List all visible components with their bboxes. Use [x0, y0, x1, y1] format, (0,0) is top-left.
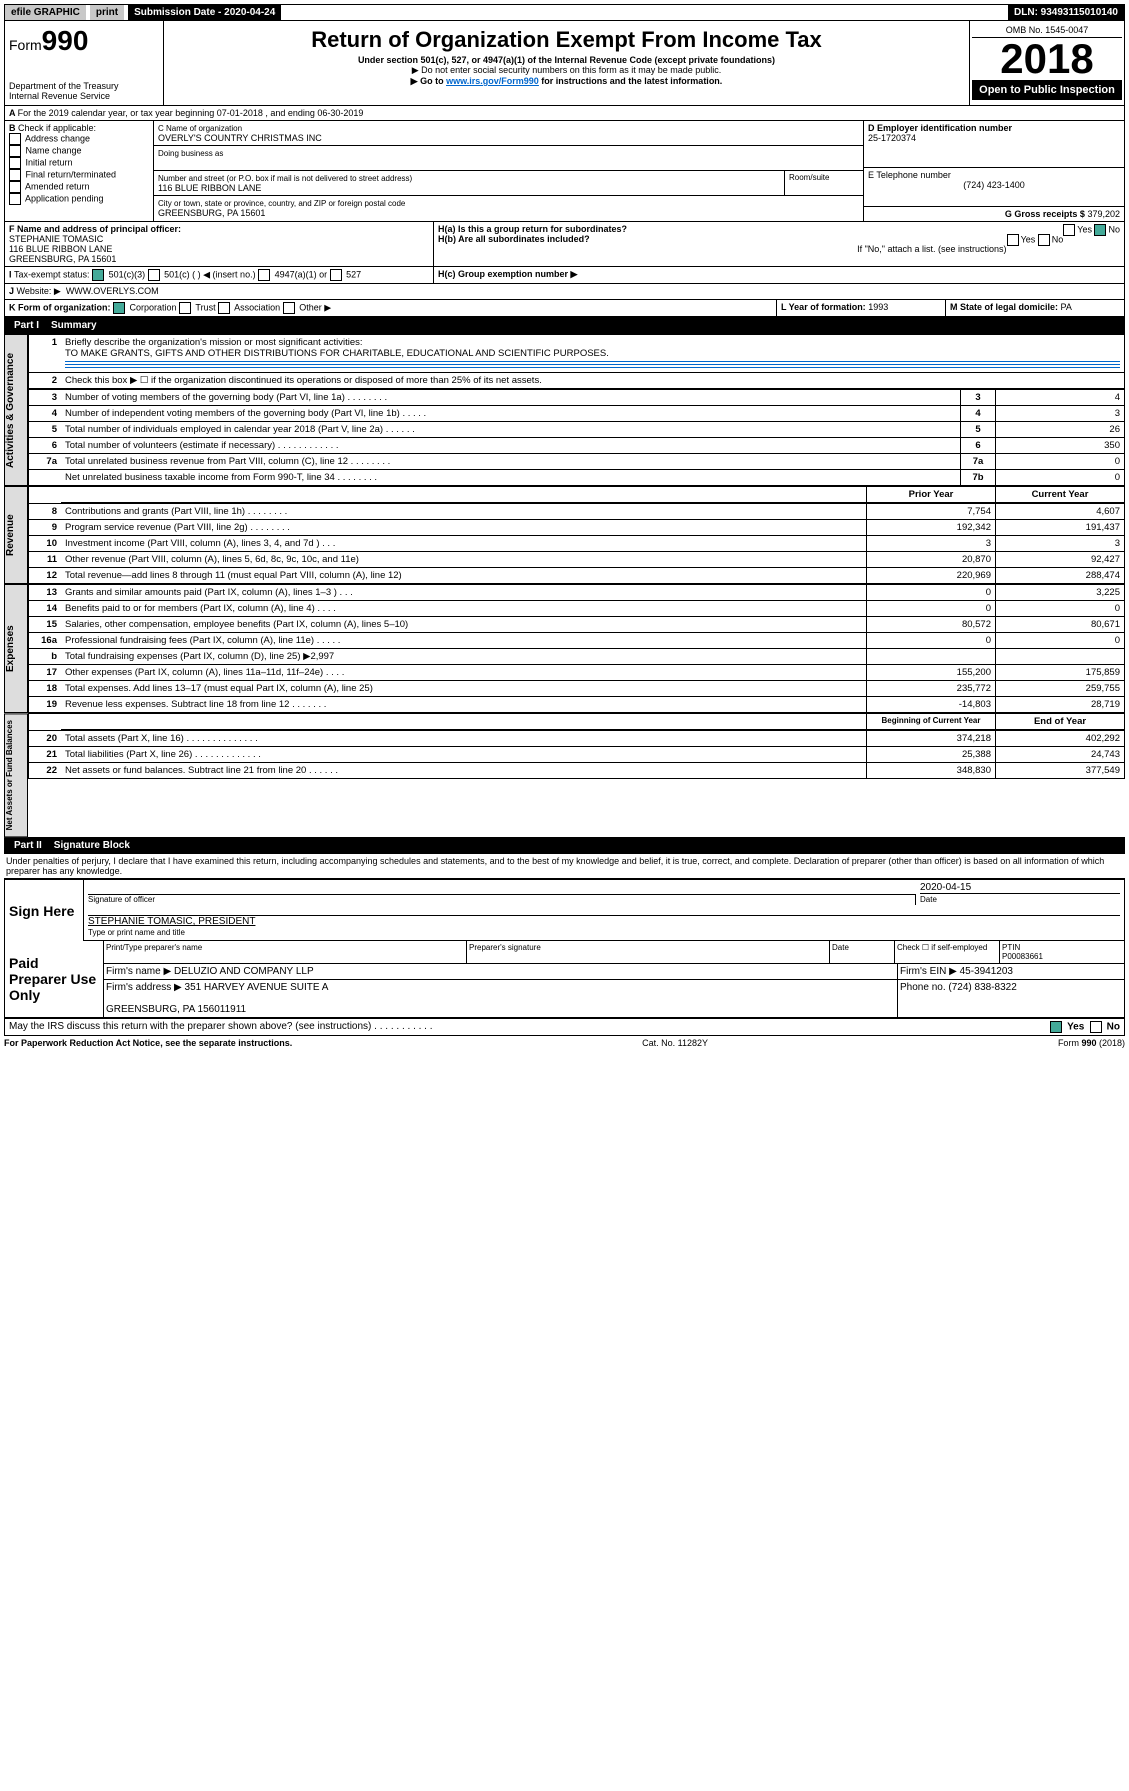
sidebar-netassets: Net Assets or Fund Balances	[4, 713, 28, 837]
year-formation: 1993	[868, 302, 888, 312]
discuss-row: May the IRS discuss this return with the…	[4, 1019, 1125, 1036]
officer-name: STEPHANIE TOMASIC	[9, 234, 103, 244]
subtitle-3: ▶ Go to www.irs.gov/Form990 for instruct…	[168, 76, 965, 87]
ptin: P00083661	[1002, 952, 1043, 961]
dln: DLN: 93493115010140	[1008, 5, 1124, 20]
sign-date: 2020-04-15	[920, 882, 971, 893]
dept-treasury: Department of the Treasury Internal Reve…	[9, 81, 159, 101]
sign-here-label: Sign Here	[5, 880, 84, 941]
sidebar-expenses: Expenses	[4, 584, 28, 713]
subtitle-1: Under section 501(c), 527, or 4947(a)(1)…	[168, 55, 965, 65]
paid-preparer-label: Paid Preparer Use Only	[5, 941, 104, 1018]
ein: 25-1720374	[868, 133, 916, 143]
firm-ein: 45-3941203	[960, 966, 1013, 977]
sidebar-revenue: Revenue	[4, 486, 28, 584]
open-public: Open to Public Inspection	[972, 80, 1122, 100]
form-title: Return of Organization Exempt From Incom…	[168, 27, 965, 53]
officer-addr: 116 BLUE RIBBON LANE GREENSBURG, PA 1560…	[9, 244, 116, 264]
part1-bar: Part ISummary	[4, 317, 1125, 334]
mission: TO MAKE GRANTS, GIFTS AND OTHER DISTRIBU…	[65, 348, 609, 359]
officer-typed: STEPHANIE TOMASIC, PRESIDENT	[88, 916, 255, 927]
line-2: Check this box ▶ ☐ if the organization d…	[61, 373, 1125, 389]
org-street: 116 BLUE RIBBON LANE	[158, 183, 261, 193]
irs-link[interactable]: www.irs.gov/Form990	[446, 76, 539, 86]
h-a: H(a) Is this a group return for subordin…	[438, 224, 627, 234]
form-number: Form990	[9, 25, 159, 57]
org-name: OVERLY'S COUNTRY CHRISTMAS INC	[158, 133, 322, 143]
part2-bar: Part IISignature Block	[4, 837, 1125, 854]
identity-block: B Check if applicable: Address change Na…	[4, 121, 1125, 222]
sidebar-governance: Activities & Governance	[4, 334, 28, 486]
row-a: A For the 2019 calendar year, or tax yea…	[4, 106, 1125, 121]
501c3-checked	[92, 269, 104, 281]
ha-no-checked	[1094, 224, 1106, 236]
gross-receipts: 379,202	[1087, 209, 1120, 219]
phone: (724) 423-1400	[868, 180, 1120, 190]
footer: For Paperwork Reduction Act Notice, see …	[4, 1036, 1125, 1050]
h-b: H(b) Are all subordinates included?	[438, 234, 590, 244]
corp-checked	[113, 302, 125, 314]
website: WWW.OVERLYS.COM	[66, 286, 159, 296]
form-header: Form990 Department of the Treasury Inter…	[4, 21, 1125, 106]
print-btn[interactable]: print	[90, 5, 124, 20]
state-domicile: PA	[1061, 302, 1072, 312]
discuss-yes-checked	[1050, 1021, 1062, 1033]
perjury-text: Under penalties of perjury, I declare th…	[4, 854, 1125, 878]
firm-phone: (724) 838-8322	[948, 982, 1016, 993]
sign-block: Sign Here Signature of officer2020-04-15…	[4, 878, 1125, 1019]
top-bar: efile GRAPHIC print Submission Date - 20…	[4, 4, 1125, 21]
submission-date: Submission Date - 2020-04-24	[128, 5, 281, 20]
efile-btn[interactable]: efile GRAPHIC	[5, 5, 86, 20]
firm-name: DELUZIO AND COMPANY LLP	[174, 966, 314, 977]
subtitle-2: ▶ Do not enter social security numbers o…	[168, 65, 965, 76]
h-c: H(c) Group exemption number ▶	[438, 269, 577, 279]
org-city: GREENSBURG, PA 15601	[158, 208, 265, 218]
tax-year: 2018	[972, 38, 1122, 80]
